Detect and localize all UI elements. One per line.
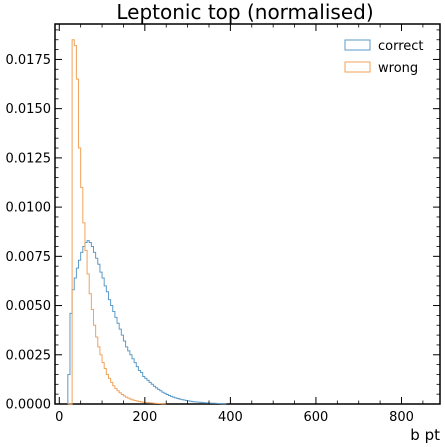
y-tick-label: 0.0100 [6,201,52,216]
series-wrong-histogram [67,39,167,405]
y-axis: 0.0000 0.0025 0.0050 0.0075 0.0100 0.0125 0.01… [6,29,440,413]
legend-label-wrong: wrong [378,61,418,76]
y-tick-label: 0.0175 [6,53,52,68]
x-tick-label: 400 [218,410,243,425]
y-tick-label: 0.0000 [6,398,52,413]
plot-frame [54,23,441,405]
y-tick-label: 0.0050 [6,299,52,314]
x-tick-label: 600 [304,410,329,425]
chart-title: Leptonic top (normalised) [116,0,373,24]
legend-label-correct: correct [378,39,424,54]
series-correct-histogram [67,240,227,405]
series-layer [67,39,227,405]
y-tick-label: 0.0075 [6,250,52,265]
legend-swatch-correct [344,39,371,51]
x-axis: 0 200 400 600 800 [55,24,424,425]
legend: correct wrong [344,39,424,76]
x-axis-label: b pt [410,426,440,444]
y-tick-label: 0.0025 [6,348,52,363]
y-tick-label: 0.0150 [6,102,52,117]
legend-swatch-wrong [344,61,371,73]
y-tick-label: 0.0125 [6,151,52,166]
x-tick-label: 200 [132,410,157,425]
x-tick-label: 800 [389,410,414,425]
x-tick-label: 0 [55,410,63,425]
